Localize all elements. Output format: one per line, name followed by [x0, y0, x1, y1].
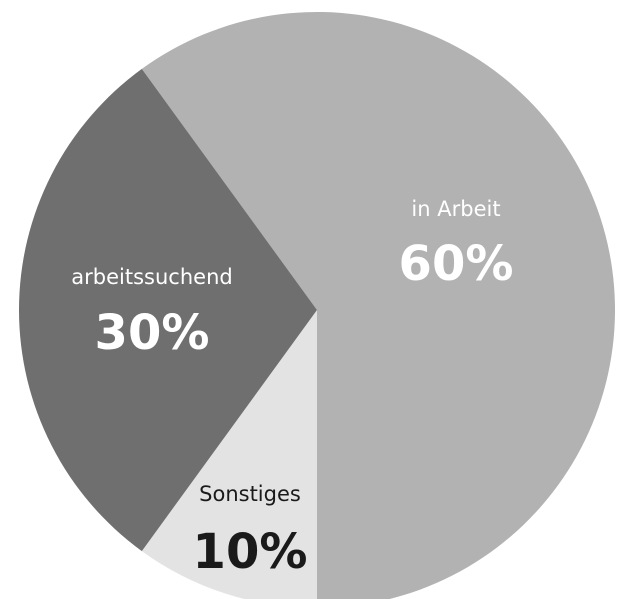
slice-value: 30% — [95, 305, 210, 361]
slice-value: 60% — [399, 236, 514, 292]
slice-value: 10% — [193, 524, 308, 580]
slice-label: arbeitssuchend — [71, 265, 232, 289]
slice-label: Sonstiges — [199, 482, 301, 506]
slice-label: in Arbeit — [411, 197, 500, 221]
pie-slice-arbeitssuchend — [18, 68, 318, 552]
pie-labels: in Arbeit 60% Sonstiges 10% arbeitssuchend 30… — [71, 197, 513, 580]
pie-slice-sonstiges — [141, 310, 317, 599]
pie-slices — [18, 12, 615, 599]
pie-slice-in-arbeit — [141, 12, 615, 599]
